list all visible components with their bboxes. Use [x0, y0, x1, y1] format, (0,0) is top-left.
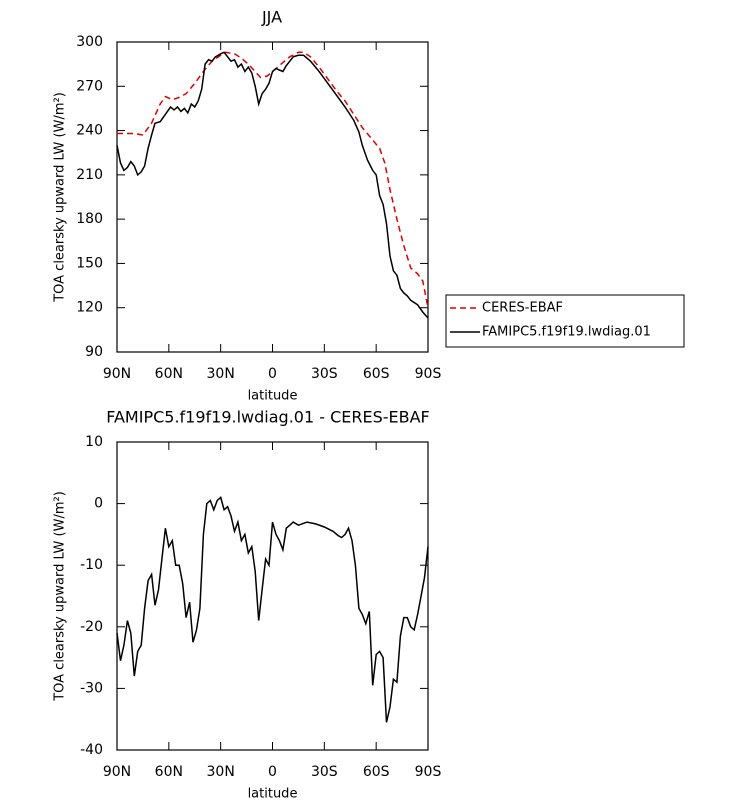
chart-title: JJA	[261, 8, 282, 27]
y-tick-label: 0	[94, 496, 103, 512]
x-tick-label: 90N	[103, 764, 131, 780]
y-tick-label: 180	[76, 211, 103, 227]
plot-frame	[116, 441, 429, 751]
y-tick-label: 90	[85, 344, 103, 360]
x-tick-label: 90S	[415, 366, 442, 382]
chart-title: FAMIPC5.f19f19.lwdiag.01 - CERES-EBAF	[106, 408, 430, 427]
y-tick-label: 300	[76, 34, 103, 50]
series-line	[116, 51, 429, 319]
x-tick-label: 30S	[311, 764, 338, 780]
x-axis-label: latitude	[248, 389, 298, 404]
plot-frame	[116, 41, 429, 353]
x-tick-label: 60N	[155, 764, 183, 780]
y-tick-label: 150	[76, 255, 103, 271]
series-line	[116, 496, 429, 723]
x-tick-label: 90N	[103, 366, 131, 382]
x-tick-label: 60N	[155, 366, 183, 382]
y-tick-label: 120	[76, 300, 103, 316]
y-tick-label: 10	[85, 434, 103, 450]
x-tick-label: 30N	[207, 366, 235, 382]
y-tick-label: 240	[76, 123, 103, 139]
x-tick-label: 90S	[415, 764, 442, 780]
y-tick-label: -40	[80, 742, 103, 758]
y-axis-label: TOA clearsky upward LW (W/m²)	[53, 491, 68, 702]
x-tick-label: 30N	[207, 764, 235, 780]
x-tick-label: 0	[268, 366, 277, 382]
y-axis-label: TOA clearsky upward LW (W/m²)	[53, 92, 68, 303]
y-tick-label: -30	[80, 680, 103, 696]
y-tick-label: -10	[80, 557, 103, 573]
legend-box	[445, 294, 685, 348]
x-tick-label: 0	[268, 764, 277, 780]
y-tick-label: -20	[80, 619, 103, 635]
x-tick-label: 30S	[311, 366, 338, 382]
x-axis-label: latitude	[248, 787, 298, 802]
y-tick-label: 270	[76, 78, 103, 94]
x-tick-label: 60S	[363, 366, 390, 382]
series-line	[117, 51, 429, 308]
y-tick-label: 210	[76, 167, 103, 183]
legend-label: CERES-EBAF	[482, 301, 563, 316]
legend-label: FAMIPC5.f19f19.lwdiag.01	[482, 325, 651, 340]
x-tick-label: 60S	[363, 764, 390, 780]
